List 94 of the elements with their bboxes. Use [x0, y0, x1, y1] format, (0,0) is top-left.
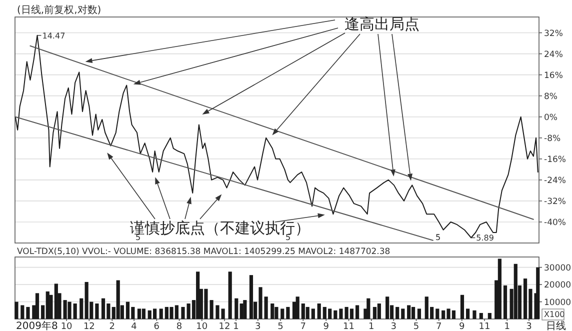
bar	[80, 298, 84, 319]
x-tick-label: 9	[323, 322, 330, 331]
bar	[264, 296, 268, 319]
chart-title: VOL-TDX(5,10) VVOL:- VOLUME: 836815.38 MAVOL1: 1405299.25 MAVOL2: 1487702.38	[17, 247, 390, 257]
bar	[436, 308, 440, 319]
annotation: 5	[435, 233, 441, 242]
bar	[411, 306, 416, 319]
bar	[181, 306, 185, 319]
bar	[68, 302, 72, 319]
bar	[317, 304, 321, 319]
bar	[14, 302, 18, 319]
bar	[196, 272, 200, 319]
bar	[488, 312, 492, 319]
bar	[142, 308, 146, 319]
y-tick-label: 24%	[544, 50, 563, 60]
bar	[296, 296, 300, 319]
y-tick-label: 20000	[544, 280, 572, 291]
bar	[20, 305, 24, 319]
bar	[498, 258, 502, 319]
bar	[137, 308, 142, 319]
x-tick-label: 3	[526, 322, 532, 331]
bar	[26, 306, 30, 319]
text: 2009年8	[16, 320, 58, 331]
y-axis-title: X100	[544, 310, 565, 319]
bar	[377, 304, 381, 319]
bar	[243, 300, 247, 319]
bar	[417, 308, 422, 319]
x-tick-label: 3	[255, 322, 261, 331]
bar	[479, 312, 483, 319]
x-tick-label: 1	[368, 322, 374, 331]
bar	[372, 306, 377, 319]
bar	[355, 305, 360, 319]
bar	[460, 294, 464, 319]
bar	[514, 264, 518, 319]
bar	[270, 304, 274, 319]
bar	[401, 308, 405, 319]
bar	[306, 306, 310, 319]
bar	[274, 306, 278, 319]
x-tick-label: 1	[504, 322, 510, 331]
annotation: 14.47	[42, 31, 66, 40]
bar	[407, 305, 411, 319]
bar	[116, 280, 120, 319]
x-tick-label: 2	[109, 322, 116, 331]
annotation: 逢高出局点	[344, 15, 420, 33]
y-tick-label: -16%	[544, 154, 566, 165]
bar	[249, 275, 254, 319]
y-tick-label: -8%	[544, 134, 561, 144]
x-tick-label: 11	[478, 322, 490, 331]
x-tick-label: 4	[131, 322, 138, 331]
y-tick-label: -40%	[544, 218, 566, 228]
bar	[228, 272, 232, 319]
bar	[73, 304, 77, 319]
bar	[466, 308, 470, 319]
y-tick-label: 0%	[544, 112, 558, 123]
annotation: 5	[135, 233, 141, 242]
x-tick-label: 3	[390, 322, 396, 331]
bar	[280, 308, 284, 319]
chart-title: (日线,前复权,对数)	[17, 4, 102, 16]
y-tick-label: 16%	[544, 70, 563, 81]
y-tick-label: -32%	[544, 196, 566, 207]
bar	[366, 298, 370, 319]
x-tick-label: 8	[176, 322, 182, 331]
bar	[159, 308, 163, 319]
x-tick-label: 11	[343, 322, 354, 331]
x-tick-label: 7	[436, 322, 442, 331]
x-tick-label: 10	[60, 322, 73, 331]
bar	[234, 298, 238, 319]
annotation: 5.89	[476, 234, 494, 243]
text: 日线	[546, 320, 566, 331]
x-tick-label: 6	[154, 322, 160, 331]
bar	[311, 308, 315, 319]
y-tick-label: 10000	[544, 298, 572, 308]
x-tick-label: 5	[278, 322, 284, 331]
bar	[386, 296, 390, 319]
bar	[286, 306, 290, 319]
bar	[472, 310, 476, 319]
x-tick-label: 1	[233, 322, 239, 331]
y-tick-label: 32%	[544, 28, 563, 39]
x-tick-label: 5	[413, 322, 420, 331]
x-tick-label: 7	[300, 322, 306, 331]
y-tick-label: 30000	[544, 263, 572, 274]
bar	[334, 310, 338, 319]
bar	[503, 285, 508, 319]
x-tick-label: 9	[459, 322, 465, 331]
bar	[35, 293, 40, 319]
annotation: 5	[285, 233, 291, 242]
y-tick-label: -24%	[544, 176, 566, 186]
x-tick-label: 12	[218, 322, 230, 331]
bar	[396, 306, 400, 319]
bar	[536, 267, 540, 319]
y-tick-label: 8%	[544, 92, 558, 102]
x-tick-label: 12	[83, 322, 95, 331]
x-tick-label: 10	[196, 322, 208, 331]
bar	[95, 304, 99, 319]
